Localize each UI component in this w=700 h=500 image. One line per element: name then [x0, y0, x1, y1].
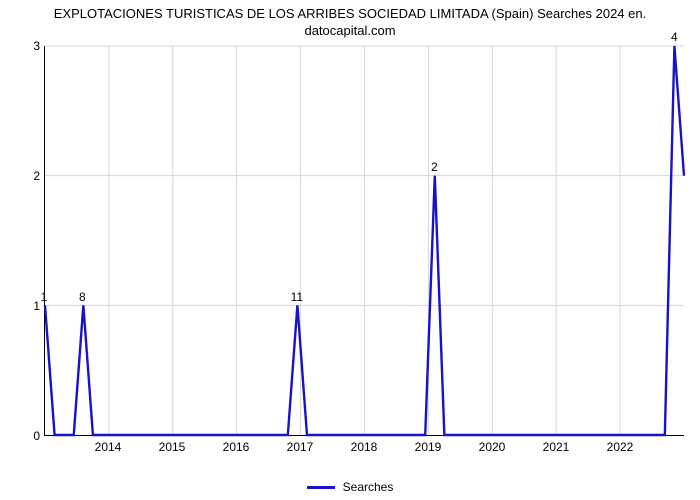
- legend-label: Searches: [343, 480, 394, 494]
- data-point-label: 8: [79, 290, 86, 304]
- x-tick-label: 2019: [415, 440, 442, 454]
- data-point-label: 1: [41, 290, 48, 304]
- y-tick-label: 2: [10, 169, 40, 183]
- y-tick-label: 3: [10, 39, 40, 53]
- x-tick-label: 2022: [607, 440, 634, 454]
- title-line-2: datocapital.com: [304, 23, 395, 38]
- title-line-1: EXPLOTACIONES TURISTICAS DE LOS ARRIBES …: [54, 6, 646, 21]
- legend: Searches: [0, 480, 700, 494]
- legend-swatch: [307, 486, 335, 489]
- chart-svg: [45, 46, 684, 435]
- x-tick-label: 2018: [351, 440, 378, 454]
- plot-area: [44, 46, 684, 436]
- y-tick-label: 0: [10, 429, 40, 443]
- x-tick-label: 2017: [287, 440, 314, 454]
- x-tick-label: 2021: [543, 440, 570, 454]
- x-tick-label: 2015: [159, 440, 186, 454]
- x-tick-label: 2014: [95, 440, 122, 454]
- data-point-label: 2: [431, 160, 438, 174]
- x-tick-label: 2020: [479, 440, 506, 454]
- chart-title: EXPLOTACIONES TURISTICAS DE LOS ARRIBES …: [0, 6, 700, 40]
- x-tick-label: 2016: [223, 440, 250, 454]
- data-point-label: 4: [671, 30, 678, 44]
- data-point-label: 11: [291, 290, 303, 304]
- y-tick-label: 1: [10, 299, 40, 313]
